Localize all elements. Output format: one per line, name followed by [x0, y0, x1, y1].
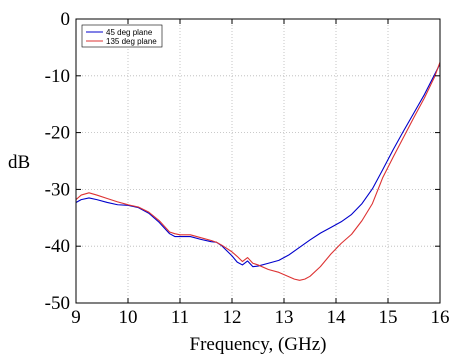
x-axis-title: Frequency, (GHz): [190, 334, 327, 355]
x-tick-labels: 9 10 11 12 13 14 15 16: [71, 307, 449, 328]
legend-label-45: 45 deg plane: [106, 28, 153, 37]
series-line-135-deg: [75, 61, 441, 281]
x-tick-label: 14: [327, 307, 347, 328]
x-tick-label: 11: [171, 307, 189, 328]
x-tick-label: 9: [71, 307, 81, 328]
x-tick-label: 12: [223, 307, 242, 328]
plot-frame: [75, 18, 441, 304]
y-tick-labels: 0 -10 -20 -30 -40 -50: [45, 9, 70, 314]
y-tick-label: 0: [61, 9, 71, 30]
series-line-45-deg: [75, 63, 441, 268]
x-tick-label: 15: [379, 307, 398, 328]
y-tick-label: -20: [45, 123, 70, 144]
legend: 45 deg plane 135 deg plane: [81, 24, 163, 48]
legend-label-135: 135 deg plane: [106, 37, 157, 46]
y-tick-label: -40: [45, 236, 70, 257]
x-tick-label: 13: [275, 307, 294, 328]
series-layer: [75, 61, 441, 281]
y-axis-title: dB: [8, 152, 30, 173]
x-tick-label: 16: [431, 307, 450, 328]
y-tick-label: -10: [45, 66, 70, 87]
y-tick-label: -30: [45, 179, 70, 200]
ticks: [75, 18, 441, 304]
grid: [76, 19, 440, 303]
x-tick-label: 10: [119, 307, 138, 328]
y-tick-label: -50: [45, 293, 70, 314]
